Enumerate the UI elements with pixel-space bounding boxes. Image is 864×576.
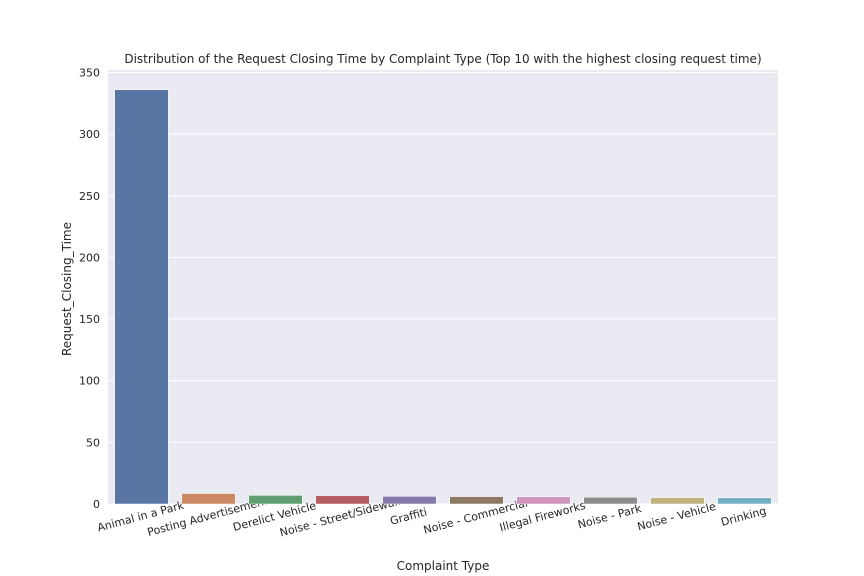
x-axis-label: Complaint Type [397,559,490,573]
x-tick-label: Noise - Vehicle [636,500,718,534]
bar [516,496,571,505]
bar [583,496,638,505]
y-tick-label: 0 [93,498,100,511]
y-tick-label: 200 [79,251,100,264]
y-tick-label: 150 [79,313,100,326]
y-tick-label: 350 [79,66,100,79]
bar [248,495,303,505]
bar [382,496,437,505]
y-tick-label: 250 [79,190,100,203]
bar [114,89,169,505]
y-tick-label: 100 [79,375,100,388]
y-tick-label: 300 [79,128,100,141]
bar [181,493,236,505]
chart-title: Distribution of the Request Closing Time… [124,52,761,66]
y-tick-label: 50 [86,436,100,449]
bar [717,497,772,505]
bar [449,496,504,505]
bar [315,495,370,505]
bar [650,497,705,505]
x-tick-label: Drinking [719,504,767,529]
x-tick-label: Noise - Park [576,502,643,532]
plot-background [108,70,778,504]
y-axis-label: Request_Closing_Time [60,222,74,356]
